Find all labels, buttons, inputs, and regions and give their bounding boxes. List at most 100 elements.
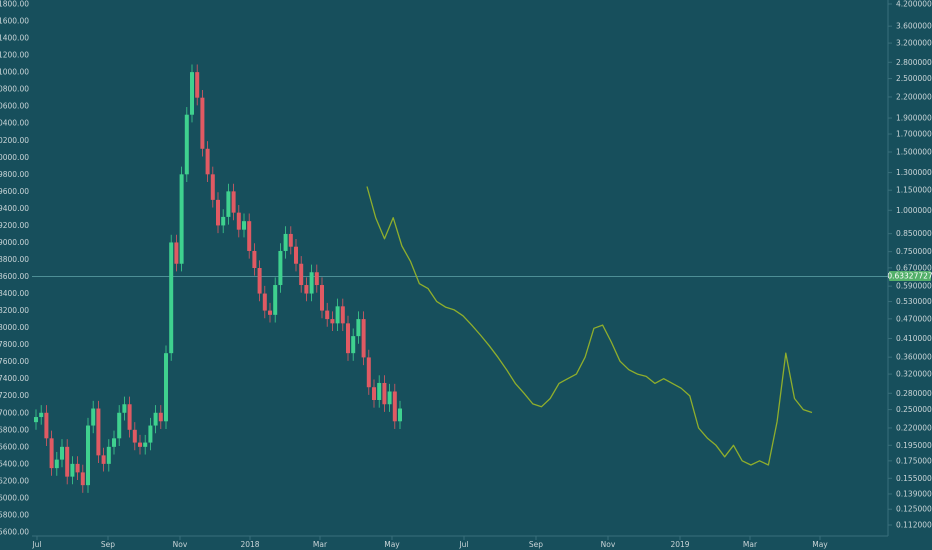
candle[interactable] xyxy=(153,405,158,434)
left-axis-tick-label: 7800.00 xyxy=(0,340,29,349)
candle[interactable] xyxy=(184,107,189,182)
candle[interactable] xyxy=(325,302,330,327)
candle[interactable] xyxy=(205,141,210,182)
candle[interactable] xyxy=(356,311,361,344)
candle[interactable] xyxy=(226,183,231,225)
candle[interactable] xyxy=(96,400,101,464)
candle[interactable] xyxy=(80,464,85,493)
candle[interactable] xyxy=(54,451,59,476)
candle-body xyxy=(252,250,257,268)
candle[interactable] xyxy=(112,430,116,455)
candle[interactable] xyxy=(372,379,376,408)
candle[interactable] xyxy=(309,264,314,302)
candle[interactable] xyxy=(127,396,132,438)
candle[interactable] xyxy=(377,375,382,408)
candle[interactable] xyxy=(366,349,371,395)
candle-body xyxy=(210,174,215,200)
candle[interactable] xyxy=(101,447,106,472)
candle[interactable] xyxy=(158,405,163,429)
candle[interactable] xyxy=(132,422,137,451)
left-axis-tick-label: 11800.00 xyxy=(0,0,29,9)
candle[interactable] xyxy=(44,405,49,446)
candle[interactable] xyxy=(382,375,387,412)
left-axis-tick-label: 5800.00 xyxy=(0,510,29,519)
candle-body xyxy=(117,412,122,439)
candle[interactable] xyxy=(106,439,111,472)
left-axis-tick-label: 7000.00 xyxy=(0,408,29,417)
candle[interactable] xyxy=(392,383,397,429)
right-axis-tick-label: 0.22000000 xyxy=(896,423,932,432)
time-axis-tick-label: Sep xyxy=(529,540,543,549)
candle[interactable] xyxy=(164,345,168,429)
candlestick-series[interactable] xyxy=(34,64,402,493)
candle[interactable] xyxy=(216,192,220,234)
candle[interactable] xyxy=(91,400,96,434)
candle[interactable] xyxy=(195,64,200,106)
time-axis[interactable]: Jul Sep Nov 2018 Mar May Jul Sep Nov 2019 Mar May xyxy=(31,536,828,549)
candle[interactable] xyxy=(34,409,38,430)
left-price-axis[interactable]: 5600.00 5800.00 6000.00 6200.00 6400.00 6600.… xyxy=(0,0,29,537)
candle[interactable] xyxy=(86,417,90,493)
candle-body xyxy=(294,246,298,264)
candle[interactable] xyxy=(314,264,319,293)
candle-body xyxy=(138,442,142,447)
time-axis-tick-label: Nov xyxy=(601,540,616,549)
candle[interactable] xyxy=(190,64,194,123)
candle[interactable] xyxy=(242,213,246,238)
candle[interactable] xyxy=(143,434,148,455)
candle[interactable] xyxy=(236,204,241,238)
candle[interactable] xyxy=(278,243,283,293)
candle[interactable] xyxy=(179,166,184,272)
right-axis-tick-label: 1.30000000 xyxy=(896,168,932,177)
candle[interactable] xyxy=(169,234,174,361)
candle[interactable] xyxy=(304,277,309,302)
candle[interactable] xyxy=(283,226,288,259)
candle-body xyxy=(356,319,361,337)
candle[interactable] xyxy=(231,183,236,221)
candle[interactable] xyxy=(361,311,366,366)
candle[interactable] xyxy=(262,285,267,319)
candle[interactable] xyxy=(387,383,392,412)
left-axis-tick-label: 10600.00 xyxy=(0,102,29,111)
candle[interactable] xyxy=(288,226,293,255)
left-axis-tick-label: 8800.00 xyxy=(0,255,29,264)
candle[interactable] xyxy=(268,302,272,323)
candle-body xyxy=(65,446,70,477)
candle[interactable] xyxy=(335,298,340,332)
candle[interactable] xyxy=(174,234,179,272)
candle[interactable] xyxy=(340,298,345,332)
candle[interactable] xyxy=(138,434,142,455)
candle[interactable] xyxy=(49,430,54,476)
candle[interactable] xyxy=(117,405,122,446)
candle[interactable] xyxy=(294,239,298,272)
candle[interactable] xyxy=(70,456,75,485)
candle[interactable] xyxy=(122,396,127,421)
candle[interactable] xyxy=(346,315,350,361)
candle-body xyxy=(60,446,64,460)
candle[interactable] xyxy=(148,417,153,451)
candle[interactable] xyxy=(75,456,80,481)
candle[interactable] xyxy=(330,311,335,332)
candle-body xyxy=(80,472,85,486)
candle[interactable] xyxy=(65,439,70,485)
candle[interactable] xyxy=(257,260,262,302)
candle[interactable] xyxy=(39,405,44,425)
candle[interactable] xyxy=(247,213,252,259)
candle[interactable] xyxy=(351,328,356,361)
candle[interactable] xyxy=(273,277,278,323)
right-price-axis[interactable]: 0.11200000 0.12500000 0.13900000 0.15500000… xyxy=(888,0,932,530)
candle-body xyxy=(288,233,293,247)
candle[interactable] xyxy=(320,277,324,319)
overlay-line-series[interactable] xyxy=(366,186,813,466)
candle[interactable] xyxy=(398,400,402,429)
right-axis-tick-label: 0.28000000 xyxy=(896,389,932,398)
candle[interactable] xyxy=(210,166,215,208)
candle-body xyxy=(392,391,397,422)
candle[interactable] xyxy=(60,439,64,468)
candle[interactable] xyxy=(221,209,226,234)
candle[interactable] xyxy=(299,256,304,293)
right-axis-tick-label: 0.12500000 xyxy=(896,505,932,514)
candle[interactable] xyxy=(252,243,257,276)
candle[interactable] xyxy=(200,90,205,157)
